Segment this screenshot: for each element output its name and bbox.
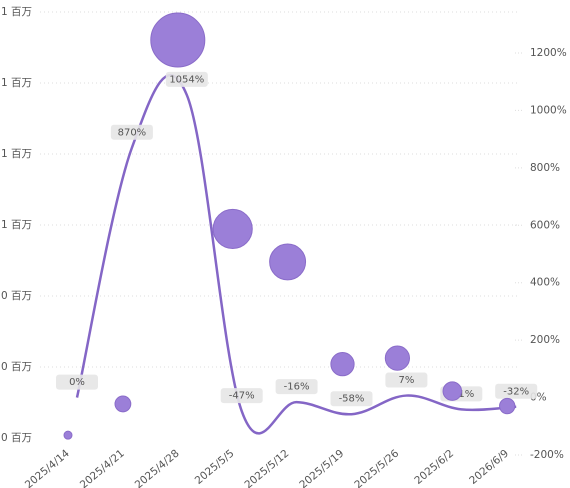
data-label-text: -47% [229, 391, 255, 402]
bubble [269, 243, 307, 281]
bubble [442, 381, 463, 401]
data-label: 7% [385, 372, 428, 388]
y2-tick-label: 200% [530, 334, 560, 346]
y2-tick-label: 800% [530, 162, 560, 174]
bubble [330, 352, 355, 377]
x-tick-label: 2025/4/14 [23, 447, 72, 488]
data-label-bg [275, 379, 318, 395]
data-label-text: 7% [398, 375, 414, 386]
data-label-text: -58% [339, 394, 365, 405]
y-tick-label: 1 百万 [1, 148, 32, 160]
y-tick-label: 1 百万 [1, 77, 32, 89]
data-label-text: 1054% [169, 74, 204, 85]
y-tick-label: 0 百万 [1, 432, 32, 444]
data-label: 870% [110, 124, 153, 140]
data-label: 0% [56, 374, 98, 390]
data-label: -16% [275, 379, 318, 395]
y2-tick-label: 1000% [530, 104, 567, 116]
data-label-bg [385, 372, 428, 388]
data-label-text: -32% [503, 386, 529, 397]
x-tick-label: 2025/5/12 [242, 447, 291, 488]
x-tick-label: 2025/5/19 [297, 447, 346, 488]
data-label: 1054% [165, 71, 208, 87]
y2-tick-label: -200% [530, 449, 564, 461]
data-label-bg [56, 374, 98, 390]
line [75, 73, 517, 435]
y-tick-label: 1 百万 [1, 219, 32, 231]
data-label-bg [495, 383, 538, 399]
data-label-bg [110, 124, 153, 140]
bubble [114, 395, 132, 413]
y2-tick-label: 400% [530, 277, 560, 289]
bubble [150, 12, 206, 68]
x-tick-label: 2025/6/2 [412, 447, 456, 487]
bubble [63, 430, 73, 440]
data-label-text: 0% [69, 377, 85, 388]
x-tick-label: 2025/5/26 [352, 447, 401, 488]
data-label-bg [220, 388, 263, 404]
data-label-bg [330, 391, 373, 407]
data-label: -47% [220, 388, 263, 404]
data-label-text: 870% [118, 127, 147, 138]
data-label-bg [165, 71, 208, 87]
y2-tick-label: 1200% [530, 47, 567, 59]
data-label: -32% [495, 383, 538, 399]
bubble [384, 345, 410, 371]
x-tick-label: 2025/4/21 [78, 447, 127, 488]
y-tick-label: 0 百万 [1, 361, 32, 373]
data-label-text: -16% [284, 382, 310, 393]
y-tick-label: 0 百万 [1, 290, 32, 302]
bubble [499, 397, 516, 415]
y-tick-label: 1 百万 [1, 6, 32, 18]
x-tick-label: 2025/5/5 [193, 447, 237, 487]
x-tick-label: 2025/4/28 [133, 447, 182, 488]
bubble [212, 208, 253, 249]
y2-tick-label: 600% [530, 219, 560, 231]
x-tick-label: 2026/6/9 [467, 447, 511, 487]
data-label: -58% [330, 391, 373, 407]
